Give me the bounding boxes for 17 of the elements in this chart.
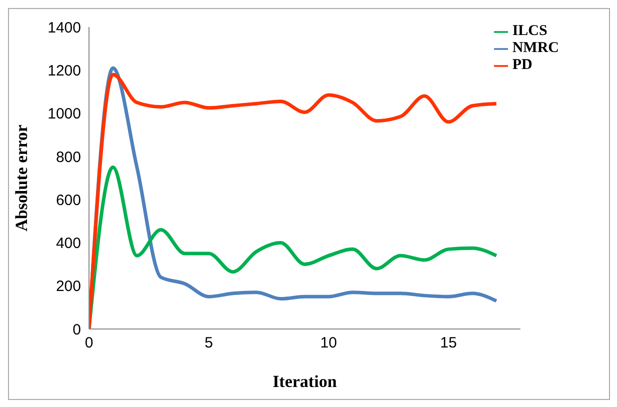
legend-label: NMRC [512,40,559,56]
y-tick-label: 800 [56,148,81,166]
y-tick-label: 200 [56,278,81,296]
y-tick-label: 1400 [48,19,81,36]
y-tick-label: 1000 [48,106,81,123]
x-tick-label: 5 [204,334,213,352]
y-axis-title: Absolute error [12,124,32,232]
y-tick-label: 400 [56,235,81,252]
y-tick-label: 1200 [48,62,81,80]
legend-label: ILCS [512,23,548,39]
x-axis-title: Iteration [272,372,338,391]
x-tick-label: 10 [320,334,337,352]
x-tick-label: 0 [84,334,94,352]
y-tick-label: 0 [72,321,81,338]
x-tick-label: 15 [440,334,457,352]
legend-label: PD [512,57,532,73]
y-tick-label: 600 [56,192,81,209]
